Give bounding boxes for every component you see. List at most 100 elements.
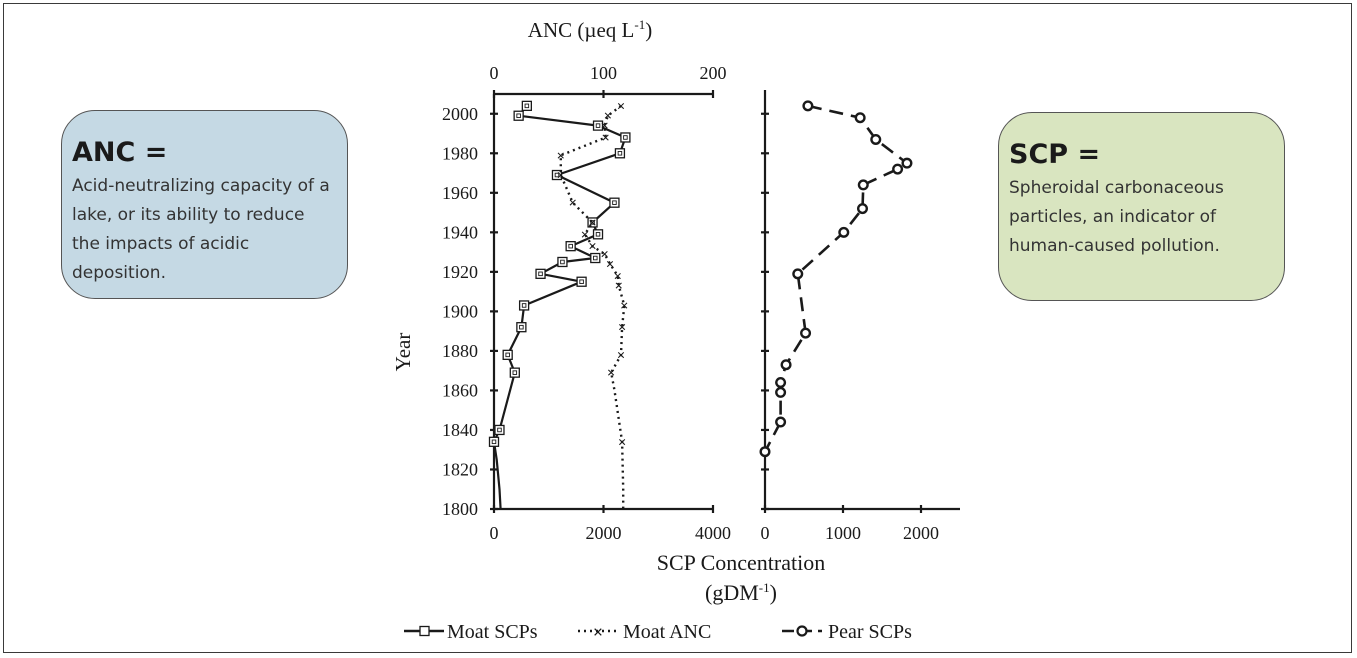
legend-marker-moat-anc: × [593,622,603,642]
y-tick-label: 1840 [442,420,478,440]
data-point-inner-moat-scps [579,279,584,284]
data-point-moat-anc: × [569,196,578,212]
data-point-inner-moat-scps [593,255,598,261]
data-point-moat-anc: × [618,435,627,451]
data-point-pear-scps [892,163,904,175]
y-tick-label: 1900 [442,301,478,321]
bottom-axis-title-line1: SCP Concentration [657,550,825,575]
legend-marker-pear-scps [796,625,808,637]
data-point-moat-anc: × [607,366,616,382]
y-tick-label: 1860 [442,380,478,400]
data-point-moat-scps [518,300,530,311]
data-point-moat-anc: × [615,279,624,295]
data-point-pear-scps [759,446,771,458]
data-point-moat-scps [551,169,563,181]
data-point-pear-scps [854,112,866,124]
anc-definition-box: ANC = Acid-neutralizing capacity of a la… [61,110,348,299]
data-point-inner-moat-scps [538,271,543,277]
data-point-moat-scps [592,229,604,240]
data-point-moat-anc: × [604,109,613,125]
legend-marker-moat-scps [419,625,430,637]
scp-heading: SCP = [1009,139,1101,170]
y-tick-label: 2000 [442,104,478,124]
data-point-moat-scps [502,349,513,361]
legend-item-moat-scps: Moat SCPs [404,621,538,643]
data-point-moat-anc: × [613,269,622,285]
bottom-right-tick-label: 2000 [903,523,939,543]
figure-frame [3,3,1352,653]
bottom-axis-title-line2: (gDM-1) [705,580,777,605]
data-point-inner-moat-scps [568,243,573,249]
data-point-moat-scps [609,197,620,208]
data-point-moat-scps [509,367,520,378]
data-point-pear-scps [870,133,882,145]
series-line-pear-scps [763,104,909,453]
legend-label-pear-scps: Pear SCPs [828,621,912,643]
data-point-moat-scps [516,322,527,333]
data-point-moat-anc: × [588,215,597,231]
data-point-moat-scps [494,424,505,436]
y-tick-label: 1800 [442,499,478,519]
legend-item-moat-anc: × Moat ANC [578,621,711,643]
data-point-inner-moat-scps [521,303,527,308]
top-axis-title: ANC (µeq L-1) [528,17,652,42]
data-point-inner-moat-scps [491,439,497,445]
bottom-left-tick-label: 4000 [695,523,731,543]
bottom-right-tick-label: 0 [761,523,770,543]
data-point-moat-anc: × [557,148,566,164]
y-tick-label: 1820 [442,459,478,479]
data-point-pear-scps [838,226,850,238]
data-point-inner-moat-scps [590,220,595,225]
series-line-moat-anc [559,104,626,509]
data-point-moat-scps [557,256,568,268]
data-point-moat-anc: × [601,130,610,146]
data-point-moat-scps [521,100,532,112]
data-point-moat-anc: × [588,239,597,255]
bottom-left-tick-label: 0 [490,523,499,543]
scp-definition-text: Spheroidal carbonaceous particles, an in… [1009,178,1224,256]
top-tick-label: 0 [490,63,499,83]
y-tick-label: 1980 [442,143,478,163]
data-point-inner-moat-scps [519,324,524,330]
data-point-moat-anc: × [581,227,590,243]
top-tick-label: 100 [590,63,617,83]
data-point-pear-scps [857,203,869,215]
data-point-inner-moat-scps [497,427,502,433]
anc-heading: ANC = [72,137,168,168]
data-point-pear-scps [775,416,787,428]
data-point-moat-anc: × [617,348,626,364]
chart-series: ×××××××××× ××××××××× [488,99,913,510]
data-point-moat-anc: × [618,320,627,336]
y-tick-label: 1960 [442,183,478,203]
series-line-moat-scps [492,105,627,510]
data-point-pear-scps [792,268,804,280]
data-point-inner-moat-scps [516,113,521,118]
data-point-moat-scps [535,268,546,279]
data-point-moat-anc: × [620,298,629,314]
anc-definition-text: Acid-neutralizing capacity of a lake, or… [72,176,330,283]
data-point-moat-anc: × [600,119,609,135]
bottom-left-tick-label: 2000 [586,523,622,543]
data-point-moat-scps [590,252,601,264]
data-point-pear-scps [802,100,814,112]
y-tick-label: 1880 [442,341,478,361]
data-point-pear-scps [857,179,869,191]
data-point-inner-moat-scps [595,232,601,237]
top-tick-label: 200 [700,63,727,83]
legend: Moat SCPs × Moat ANC Pear SCPs [404,621,912,643]
data-point-moat-scps [565,241,576,252]
legend-label-moat-scps: Moat SCPs [447,621,538,643]
data-point-moat-anc: × [557,168,566,184]
data-point-moat-scps [488,436,500,447]
data-point-pear-scps [775,386,787,398]
data-point-inner-moat-scps [617,151,623,156]
data-point-moat-anc: × [617,99,626,115]
data-point-moat-scps [614,148,626,159]
legend-label-moat-anc: Moat ANC [623,621,711,643]
data-point-pear-scps [800,327,812,339]
data-point-pear-scps [901,157,913,169]
y-axis-title: Year [391,333,415,372]
y-tick-label: 1940 [442,222,478,242]
data-point-moat-scps [587,217,598,228]
data-point-inner-moat-scps [554,172,560,178]
